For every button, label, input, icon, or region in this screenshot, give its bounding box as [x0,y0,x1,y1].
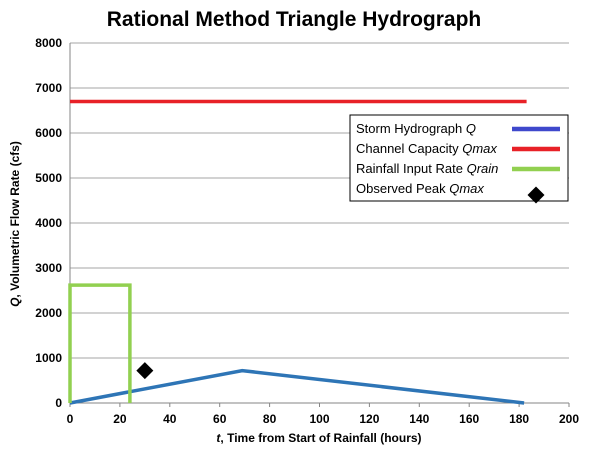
chart-title: Rational Method Triangle Hydrograph [107,8,482,31]
legend-label-variable: Qmax [462,141,497,156]
legend-label-capacity: Channel Capacity Qmax [356,141,497,156]
x-axis-variable: t [216,431,221,445]
legend-label-variable: Qrain [467,161,499,176]
grid [70,42,569,359]
x-tick-label: 140 [409,412,429,426]
series-line-rain [68,283,132,403]
legend-label-text: Storm Hydrograph [356,121,466,136]
y-tick-label: 2000 [35,306,62,320]
legend-label-variable: Qmax [449,181,484,196]
x-tick-label: 120 [359,412,379,426]
x-tick-label: 100 [309,412,329,426]
x-tick-label: 60 [213,412,227,426]
y-axis-variable: Q [8,297,22,307]
x-tick-label: 40 [163,412,177,426]
data-point-observed [136,362,154,380]
x-axis-title: , Time from Start of Rainfall (hours) [220,431,421,445]
legend-label-observed: Observed Peak Qmax [356,181,484,196]
legend-label-rain: Rainfall Input Rate Qrain [356,161,498,176]
y-tick-label: 0 [55,396,62,410]
y-tick-label: 6000 [35,126,62,140]
x-axis-label: t, Time from Start of Rainfall (hours) [216,431,421,445]
x-tick-label: 180 [509,412,529,426]
legend-swatch-observed [527,186,545,204]
series-group [68,99,527,405]
legend-label-text: Observed Peak [356,181,449,196]
x-tick-label: 0 [67,412,74,426]
y-tick-label: 1000 [35,351,62,365]
legend: Storm Hydrograph Q Channel Capacity Qmax R… [349,114,569,204]
legend-label-variable: Q [466,121,476,136]
y-tick-label: 3000 [35,261,62,275]
y-tick-label: 8000 [35,36,62,50]
x-tick-label: 80 [263,412,277,426]
y-axis-title: , Volumetric Flow Rate (cfs) [8,141,22,297]
legend-label-text: Channel Capacity [356,141,462,156]
y-tick-label: 5000 [35,171,62,185]
tick-labels: 0 1000 2000 3000 4000 5000 6000 7000 8000 0 20 40 60… [35,36,579,426]
x-tick-label: 160 [459,412,479,426]
y-tick-label: 4000 [35,216,62,230]
series-line-storm [69,368,525,405]
x-tick-label: 20 [113,412,127,426]
legend-label-text: Rainfall Input Rate [356,161,467,176]
y-tick-label: 7000 [35,81,62,95]
axes [69,43,570,407]
x-tick-label: 200 [559,412,579,426]
y-axis-label: Q, Volumetric Flow Rate (cfs) [8,141,22,307]
legend-label-storm: Storm Hydrograph Q [356,121,476,136]
